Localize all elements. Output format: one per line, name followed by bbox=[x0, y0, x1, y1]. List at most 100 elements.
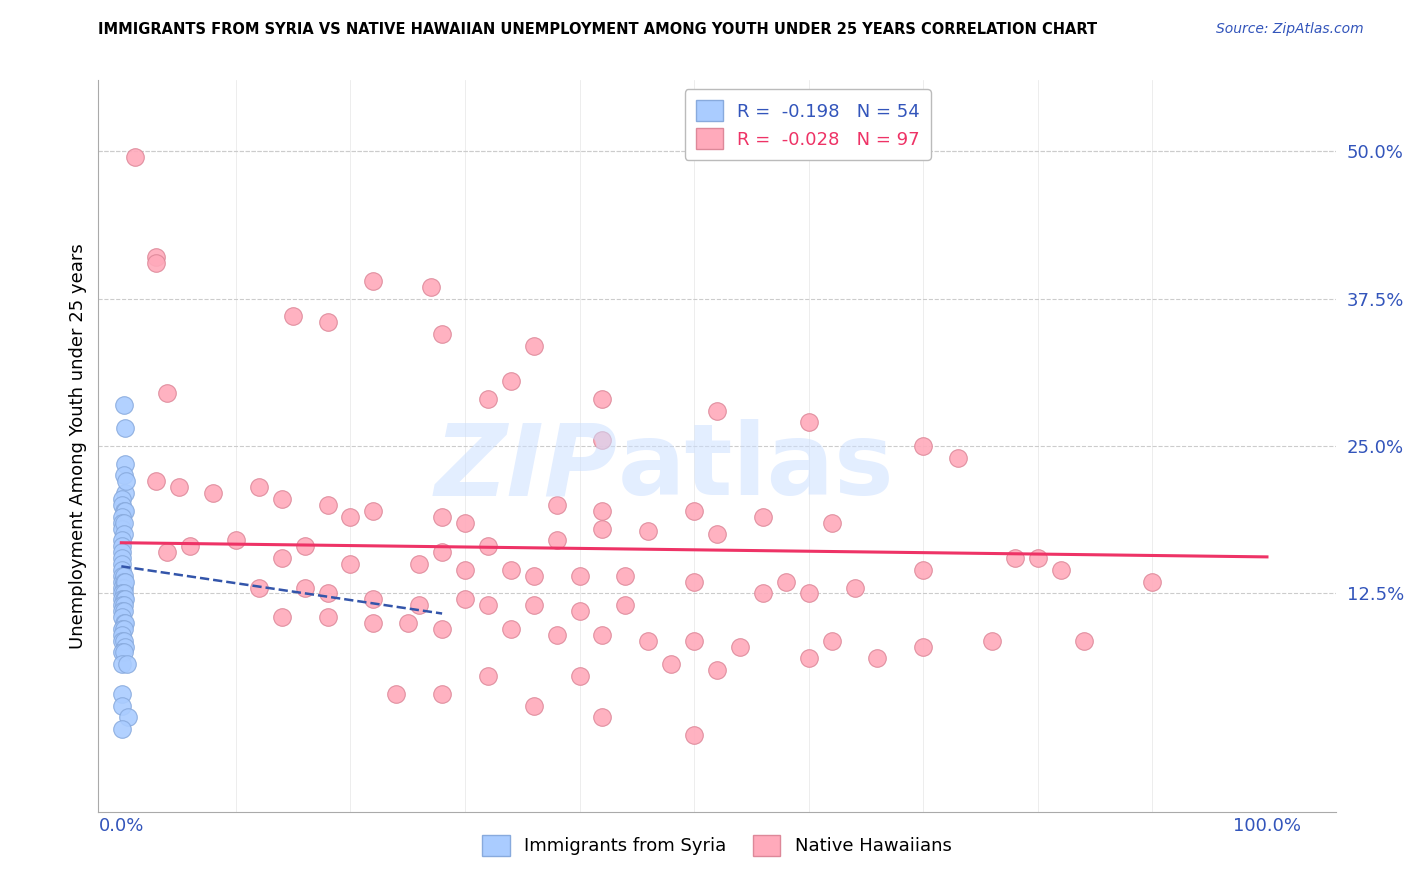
Point bbox=[112, 586, 135, 600]
Point bbox=[477, 539, 499, 553]
Point bbox=[866, 651, 889, 665]
Point bbox=[111, 551, 134, 566]
Point bbox=[363, 592, 385, 607]
Point bbox=[454, 516, 477, 530]
Point bbox=[568, 604, 591, 618]
Point bbox=[112, 581, 135, 595]
Point bbox=[797, 586, 820, 600]
Point bbox=[270, 551, 292, 566]
Point bbox=[114, 640, 136, 654]
Point bbox=[523, 339, 546, 353]
Point bbox=[111, 645, 134, 659]
Point bbox=[111, 698, 134, 713]
Point bbox=[546, 533, 568, 548]
Point bbox=[752, 586, 775, 600]
Point bbox=[112, 615, 135, 630]
Point bbox=[454, 563, 477, 577]
Point bbox=[946, 450, 969, 465]
Point bbox=[592, 504, 614, 518]
Point bbox=[637, 633, 659, 648]
Point bbox=[270, 492, 292, 507]
Point bbox=[592, 710, 614, 724]
Point bbox=[683, 728, 706, 742]
Point bbox=[111, 545, 134, 559]
Point bbox=[111, 633, 134, 648]
Point bbox=[111, 539, 134, 553]
Point bbox=[112, 527, 135, 541]
Point bbox=[430, 622, 453, 636]
Point bbox=[115, 657, 138, 672]
Point bbox=[981, 633, 1004, 648]
Point bbox=[408, 557, 430, 571]
Point bbox=[114, 592, 136, 607]
Point bbox=[111, 509, 134, 524]
Point bbox=[283, 310, 305, 324]
Point bbox=[728, 640, 751, 654]
Point bbox=[111, 628, 134, 642]
Point bbox=[156, 385, 179, 400]
Point bbox=[912, 640, 935, 654]
Point bbox=[114, 457, 136, 471]
Point bbox=[111, 622, 134, 636]
Y-axis label: Unemployment Among Youth under 25 years: Unemployment Among Youth under 25 years bbox=[69, 244, 87, 648]
Point bbox=[201, 486, 224, 500]
Point bbox=[477, 392, 499, 406]
Point bbox=[523, 568, 546, 582]
Point bbox=[477, 669, 499, 683]
Point bbox=[683, 504, 706, 518]
Point bbox=[112, 622, 135, 636]
Point bbox=[111, 586, 134, 600]
Point bbox=[112, 398, 135, 412]
Point bbox=[111, 610, 134, 624]
Point bbox=[419, 279, 441, 293]
Point bbox=[111, 574, 134, 589]
Point bbox=[247, 581, 270, 595]
Point bbox=[112, 633, 135, 648]
Point bbox=[112, 574, 135, 589]
Point bbox=[124, 150, 146, 164]
Point bbox=[820, 516, 842, 530]
Point bbox=[294, 581, 316, 595]
Text: ZIP: ZIP bbox=[434, 419, 619, 516]
Point bbox=[1073, 633, 1095, 648]
Point bbox=[659, 657, 682, 672]
Point bbox=[112, 604, 135, 618]
Point bbox=[112, 592, 135, 607]
Point bbox=[114, 615, 136, 630]
Point bbox=[797, 651, 820, 665]
Point bbox=[316, 315, 339, 329]
Point bbox=[454, 592, 477, 607]
Point bbox=[499, 374, 522, 388]
Point bbox=[546, 628, 568, 642]
Point bbox=[111, 492, 134, 507]
Point bbox=[339, 557, 361, 571]
Point bbox=[592, 433, 614, 447]
Point bbox=[111, 568, 134, 582]
Point bbox=[111, 498, 134, 512]
Point bbox=[363, 274, 385, 288]
Point bbox=[499, 563, 522, 577]
Point bbox=[430, 326, 453, 341]
Point bbox=[316, 610, 339, 624]
Point bbox=[706, 527, 728, 541]
Point bbox=[797, 416, 820, 430]
Point bbox=[523, 698, 546, 713]
Point bbox=[112, 468, 135, 483]
Point bbox=[706, 403, 728, 417]
Point bbox=[683, 633, 706, 648]
Point bbox=[114, 486, 136, 500]
Point bbox=[111, 533, 134, 548]
Point bbox=[111, 516, 134, 530]
Point bbox=[112, 568, 135, 582]
Point bbox=[112, 599, 135, 613]
Point bbox=[316, 586, 339, 600]
Point bbox=[912, 439, 935, 453]
Point bbox=[363, 504, 385, 518]
Point bbox=[363, 615, 385, 630]
Point bbox=[111, 563, 134, 577]
Point bbox=[339, 509, 361, 524]
Point bbox=[1142, 574, 1164, 589]
Point bbox=[820, 633, 842, 648]
Point bbox=[568, 568, 591, 582]
Point bbox=[114, 574, 136, 589]
